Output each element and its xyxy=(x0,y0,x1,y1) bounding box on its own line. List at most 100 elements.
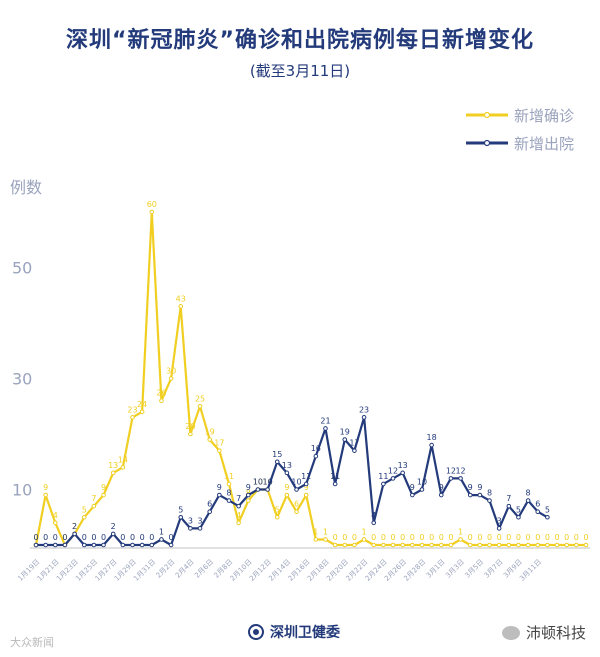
data-point-confirmed xyxy=(332,542,338,548)
legend-label-confirmed: 新增确诊 xyxy=(514,107,574,125)
data-point-discharged xyxy=(458,476,463,481)
source-label: 深圳卫健委 xyxy=(270,625,340,641)
data-point-confirmed xyxy=(516,542,521,548)
data-point-discharged xyxy=(139,542,145,548)
data-point-confirmed xyxy=(274,514,280,520)
data-label-confirmed: 1 xyxy=(362,527,367,536)
data-point-discharged xyxy=(361,415,367,420)
data-point-confirmed xyxy=(81,514,87,520)
data-label-discharged: 19 xyxy=(340,428,350,437)
data-label-discharged: 21 xyxy=(320,416,330,425)
data-label-discharged: 0 xyxy=(62,533,67,542)
data-label-confirmed: 0 xyxy=(564,533,569,542)
data-point-discharged xyxy=(448,476,454,481)
data-point-confirmed xyxy=(574,542,579,548)
data-point-discharged xyxy=(101,542,106,548)
chart-subtitle: (截至3月11日) xyxy=(249,62,351,80)
series-line-confirmed xyxy=(34,210,586,547)
data-label-discharged: 0 xyxy=(120,533,125,542)
data-label-discharged: 11 xyxy=(330,472,340,481)
data-label-confirmed: 0 xyxy=(545,533,550,542)
data-point-discharged xyxy=(506,503,512,509)
data-label-discharged: 13 xyxy=(282,461,292,470)
data-point-discharged xyxy=(255,487,261,492)
data-point-discharged xyxy=(52,542,58,548)
data-label-confirmed: 5 xyxy=(275,505,280,514)
data-label-discharged: 0 xyxy=(130,533,135,542)
data-point-confirmed xyxy=(410,542,415,548)
data-label-discharged: 10 xyxy=(417,478,427,487)
data-point-discharged xyxy=(545,514,550,520)
data-label-confirmed: 0 xyxy=(555,533,560,542)
data-label-confirmed: 10 xyxy=(253,478,263,487)
data-point-discharged xyxy=(313,453,319,459)
data-label-confirmed: 13 xyxy=(108,461,118,470)
data-point-confirmed xyxy=(419,542,425,548)
data-label-discharged: 2 xyxy=(72,522,77,531)
data-label-confirmed: 0 xyxy=(429,533,434,542)
data-point-discharged xyxy=(33,542,39,548)
data-label-discharged: 7 xyxy=(506,494,511,503)
y-axis-ticks: 10 30 50 xyxy=(12,259,32,500)
data-point-confirmed xyxy=(487,542,492,548)
data-label-discharged: 10 xyxy=(253,478,263,487)
data-point-discharged xyxy=(294,487,299,492)
data-label-discharged: 9 xyxy=(217,483,222,492)
data-label-confirmed: 2 xyxy=(72,522,77,531)
data-label-confirmed: 30 xyxy=(166,367,176,376)
data-label-confirmed: 10 xyxy=(262,478,272,487)
data-label-discharged: 9 xyxy=(468,483,473,492)
data-point-discharged xyxy=(419,487,425,492)
data-label-confirmed: 0 xyxy=(535,533,540,542)
data-point-confirmed xyxy=(168,376,174,381)
data-label-discharged: 0 xyxy=(82,533,87,542)
x-tick-label: 2月2日 xyxy=(155,558,177,580)
data-label-confirmed: 0 xyxy=(487,533,492,542)
data-point-confirmed xyxy=(149,209,155,215)
data-label-discharged: 8 xyxy=(487,489,492,498)
data-label-discharged: 5 xyxy=(178,505,183,514)
data-label-confirmed: 1 xyxy=(458,527,463,536)
data-point-discharged xyxy=(197,526,203,531)
data-label-confirmed: 19 xyxy=(205,428,215,437)
legend-label-discharged: 新增出院 xyxy=(514,135,574,153)
data-label-discharged: 0 xyxy=(101,533,106,542)
data-point-confirmed xyxy=(110,470,116,476)
chart-title: 深圳“新冠肺炎”确诊和出院病例每日新增变化 xyxy=(66,28,534,53)
data-label-discharged: 0 xyxy=(140,533,145,542)
data-point-confirmed xyxy=(371,542,377,548)
data-point-confirmed xyxy=(458,537,463,542)
y-tick-label: 50 xyxy=(12,259,32,278)
data-label-discharged: 12 xyxy=(446,466,456,475)
data-label-confirmed: 11 xyxy=(224,472,234,481)
data-label-confirmed: 25 xyxy=(195,394,205,403)
data-point-confirmed xyxy=(91,503,97,509)
data-label-confirmed: 24 xyxy=(137,400,147,409)
data-point-discharged xyxy=(236,503,241,509)
data-point-discharged xyxy=(130,542,135,548)
data-label-confirmed: 9 xyxy=(43,483,48,492)
data-label-discharged: 1 xyxy=(159,527,164,536)
data-label-confirmed: 0 xyxy=(439,533,444,542)
data-label-confirmed: 0 xyxy=(33,533,38,542)
data-point-discharged xyxy=(188,526,193,531)
data-label-confirmed: 0 xyxy=(333,533,338,542)
data-point-discharged xyxy=(477,492,483,498)
data-label-discharged: 0 xyxy=(149,533,154,542)
data-point-confirmed xyxy=(43,492,48,498)
y-tick-label: 10 xyxy=(12,481,32,500)
legend-marker-confirmed xyxy=(483,111,491,119)
data-label-confirmed: 0 xyxy=(477,533,482,542)
data-point-confirmed xyxy=(583,542,589,548)
y-tick-label: 30 xyxy=(12,370,32,389)
data-label-discharged: 9 xyxy=(410,483,415,492)
data-point-confirmed xyxy=(313,537,319,542)
data-point-confirmed xyxy=(554,542,560,548)
data-point-discharged xyxy=(323,426,328,431)
data-point-confirmed xyxy=(390,542,396,548)
data-point-confirmed xyxy=(564,542,570,548)
data-label-discharged: 18 xyxy=(427,433,437,442)
data-label-confirmed: 0 xyxy=(506,533,511,542)
data-point-discharged xyxy=(178,514,184,520)
